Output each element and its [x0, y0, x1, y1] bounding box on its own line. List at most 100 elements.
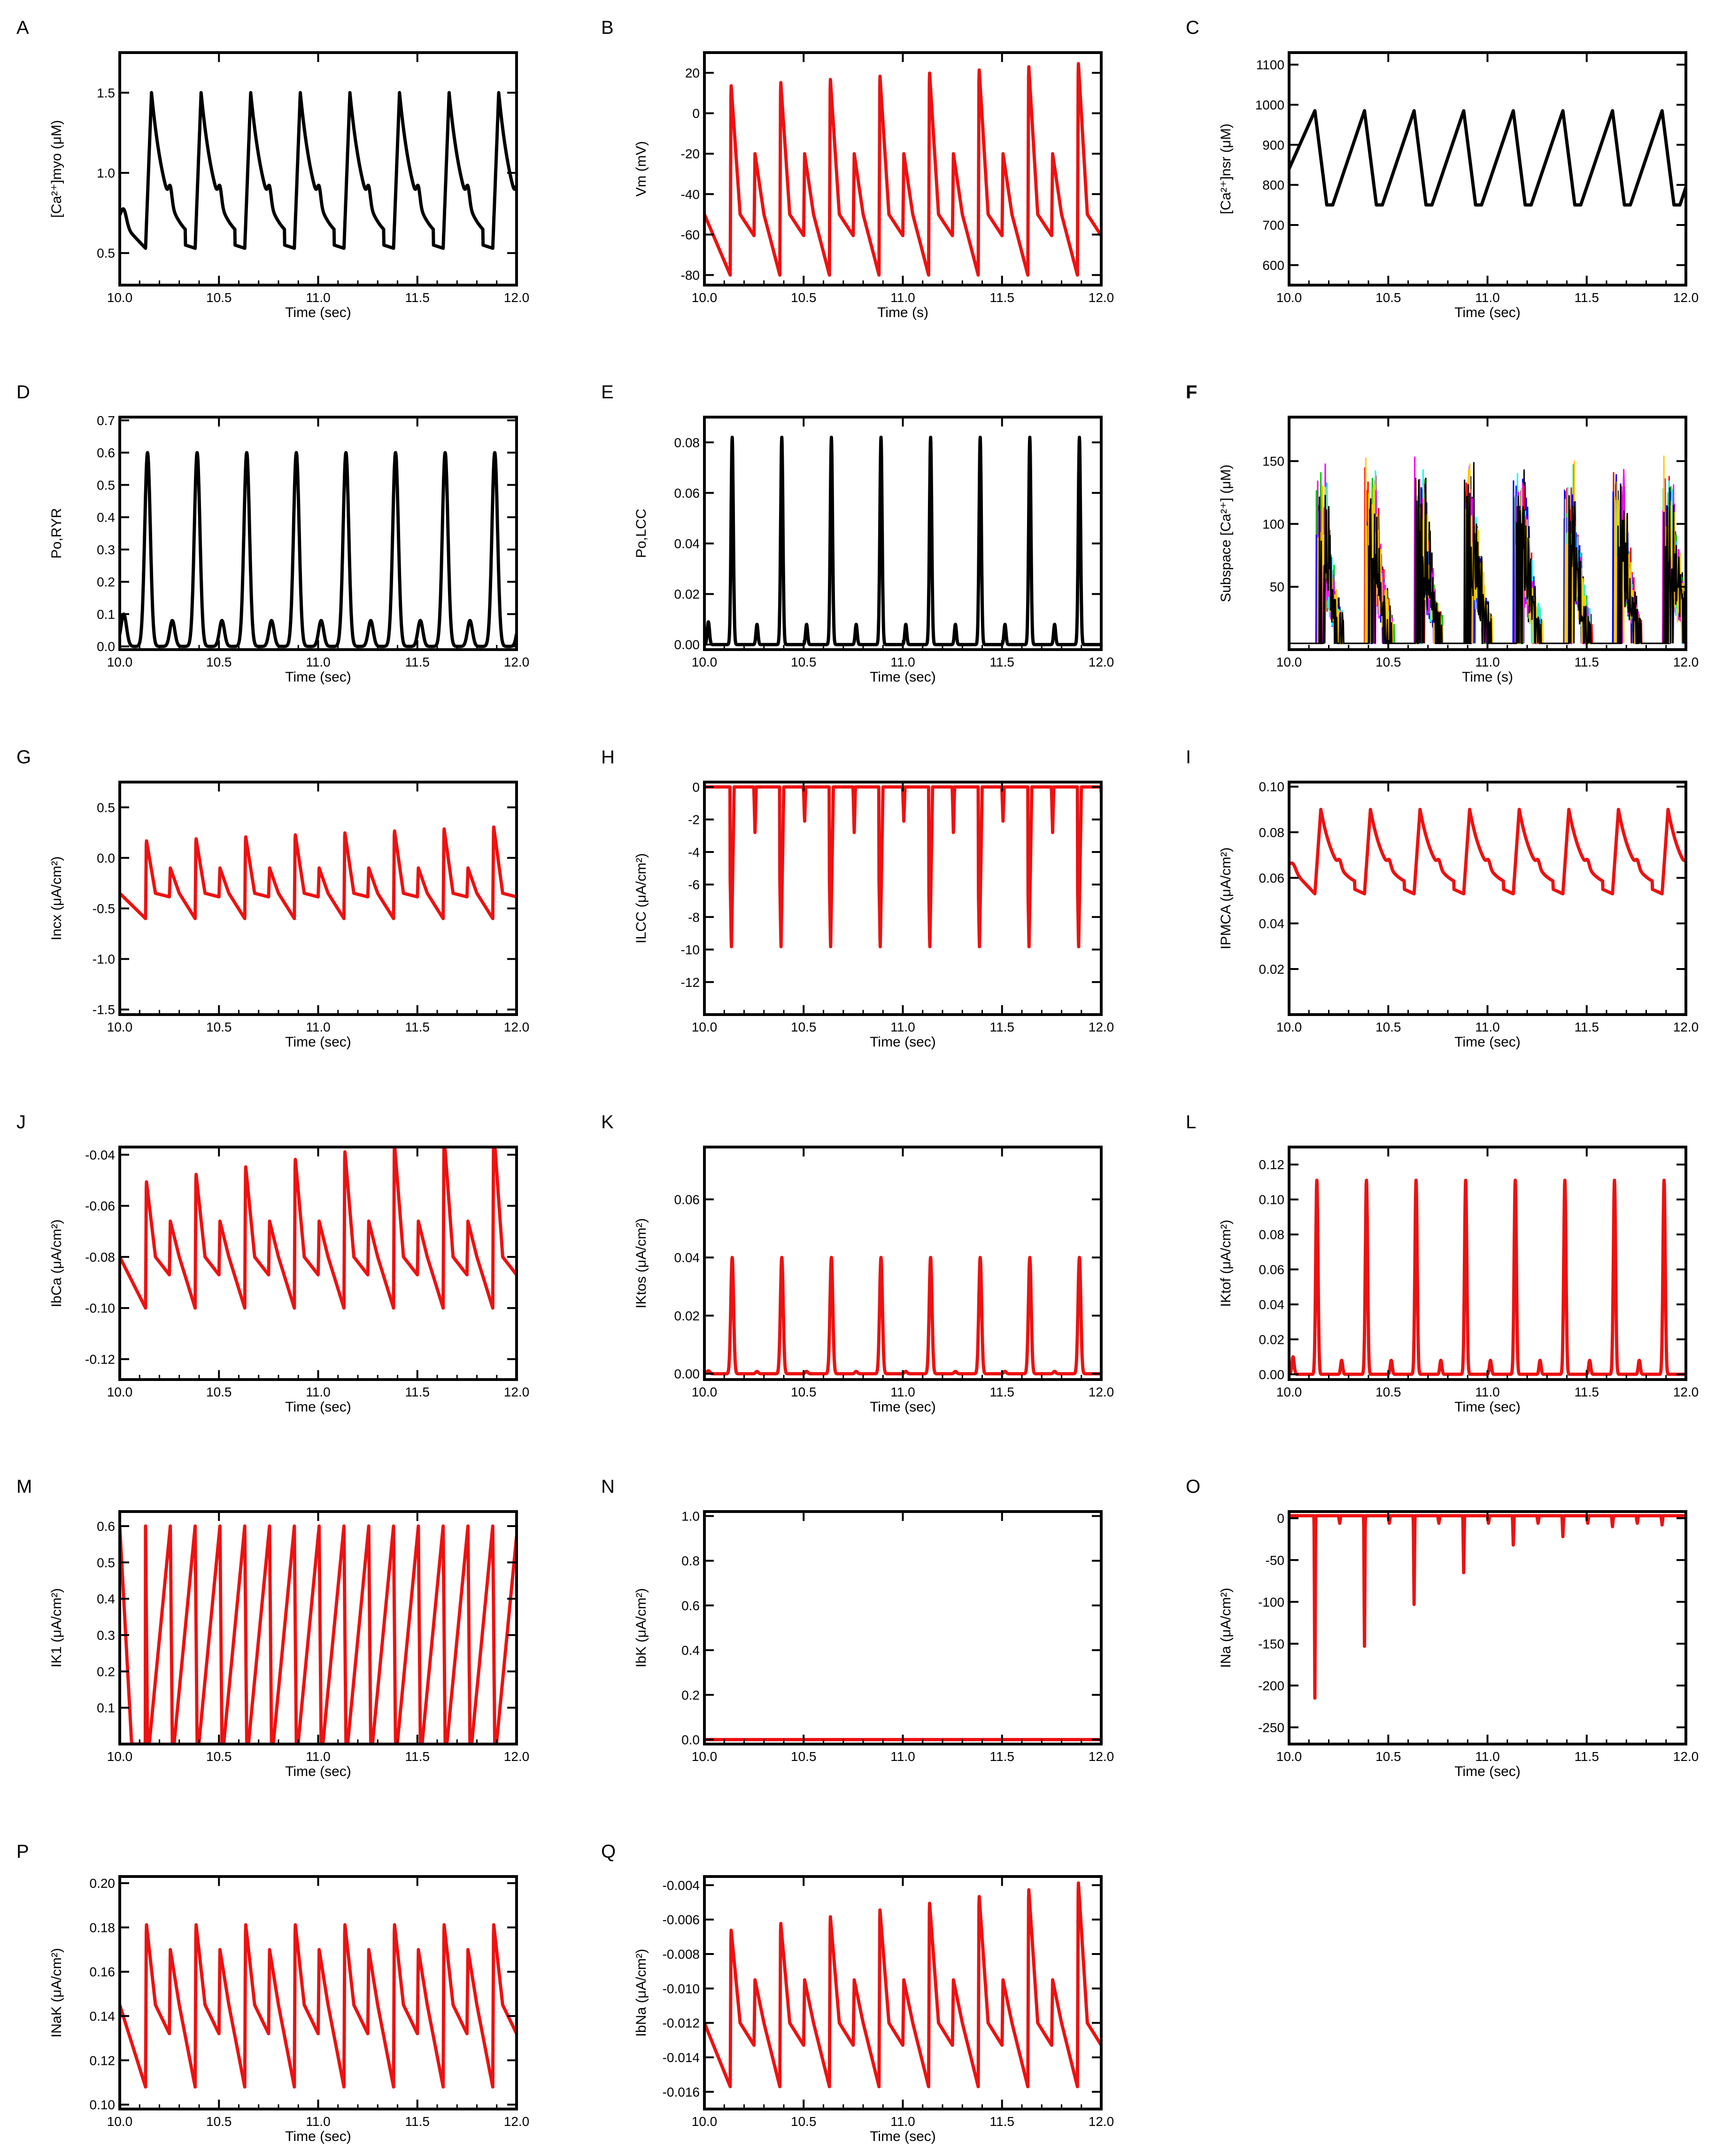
y-tick-label: 0.04	[674, 536, 700, 551]
x-tick-label: 11.0	[1475, 1749, 1499, 1764]
y-tick-label: -60	[681, 227, 700, 242]
panel-k: K 10.0 10.5 11.0 11.5 12.0 0.00 0.02 0.04 0.06 Tim…	[601, 1112, 1114, 1415]
y-tick-label: 0.12	[1259, 1157, 1285, 1172]
panel-m: M 10.0 10.5 11.0 11.5 12.0 0.1 0.2 0.3 0.4 0.5 0.6 T…	[16, 1476, 529, 1779]
panel-a: A 10.0 10.5 11.0 11.5 12.0 0.5 1.0 1.5 Time (sec)…	[16, 17, 529, 320]
y-tick-label: 0.10	[90, 2098, 116, 2112]
y-tick-label: 0.3	[97, 543, 115, 557]
y-axis-label: IbK (μA/cm²)	[634, 1588, 649, 1667]
x-tick-label: 10.0	[107, 290, 133, 305]
y-axis-label: IKtof (μA/cm²)	[1218, 1220, 1234, 1307]
y-axis-label: Incx (μA/cm²)	[49, 856, 64, 940]
x-tick-label: 12.0	[504, 1020, 530, 1034]
y-tick-label: -2	[688, 813, 700, 827]
x-tick-label: 11.0	[1475, 1385, 1499, 1399]
y-tick-label: 0.06	[674, 486, 700, 500]
y-tick-label: 0.1	[97, 607, 115, 621]
x-tick-label: 10.5	[206, 290, 232, 305]
x-tick-label: 11.5	[990, 1385, 1014, 1399]
series-line	[704, 62, 1101, 277]
y-tick-label: -8	[688, 910, 700, 924]
panel-letter: G	[16, 747, 31, 768]
y-tick-label: 0.08	[674, 435, 700, 450]
panel-o: O 10.0 10.5 11.0 11.5 12.0 -250 -200 -150 -100 -50…	[1186, 1476, 1699, 1779]
y-axis-label: [Ca²⁺]nsr (μM)	[1218, 124, 1234, 214]
y-axis-label: [Ca²⁺]myo (μM)	[49, 120, 64, 217]
y-tick-label: 900	[1262, 138, 1284, 152]
series-line	[120, 1923, 517, 2089]
x-axis-label: Time (sec)	[870, 1034, 936, 1050]
panel-letter: E	[601, 382, 614, 403]
plot-frame	[118, 51, 518, 287]
x-tick-label: 12.0	[1089, 1385, 1114, 1399]
y-tick-label: 0.04	[1259, 1297, 1285, 1312]
series-line	[120, 1524, 517, 1744]
x-tick-label: 11.0	[306, 655, 330, 669]
x-tick-label: 10.0	[692, 290, 718, 305]
y-tick-label: -20	[681, 147, 700, 161]
x-tick-label: 11.5	[405, 1020, 430, 1034]
x-tick-label: 12.0	[1673, 1020, 1699, 1034]
x-tick-label: 10.5	[1375, 1385, 1401, 1399]
panel-letter: N	[601, 1476, 615, 1497]
y-tick-label: -1.5	[93, 1002, 115, 1017]
x-tick-label: 10.0	[692, 1749, 718, 1764]
y-tick-label: 0.02	[674, 587, 700, 602]
y-axis-label: Po,LCC	[634, 509, 649, 558]
panel-d: D 10.0 10.5 11.0 11.5 12.0 0.0 0.1 0.2 0.3 0.4 0.5 0…	[16, 382, 529, 685]
y-tick-label: 0.14	[90, 2009, 116, 2024]
x-tick-label: 10.5	[1375, 290, 1401, 305]
panel-q: Q 10.0 10.5 11.0 11.5 12.0 -0.016 -0.014 -0.012 -…	[601, 1841, 1114, 2144]
x-tick-label: 10.5	[206, 655, 232, 669]
y-tick-label: 0.5	[97, 1555, 115, 1570]
x-tick-label: 10.5	[791, 290, 817, 305]
y-axis-label: IKtos (μA/cm²)	[634, 1218, 649, 1308]
panel-f: F 10.0 10.5 11.0 11.5 12.0 50 100 150 Time (s) Sub…	[1186, 382, 1699, 685]
x-axis-label: Time (sec)	[870, 1399, 936, 1415]
panel-l: L 10.0 10.5 11.0 11.5 12.0 0.00 0.02 0.04 0.06 0.0…	[1186, 1112, 1699, 1415]
x-axis-label: Time (sec)	[1454, 1399, 1521, 1415]
y-tick-label: 0.2	[97, 575, 115, 589]
x-axis-label: Time (s)	[877, 305, 928, 320]
x-tick-label: 10.5	[791, 655, 817, 669]
x-tick-label: 10.0	[692, 655, 718, 669]
x-tick-label: 12.0	[1673, 290, 1699, 305]
x-tick-label: 10.5	[206, 1020, 232, 1034]
x-tick-label: 10.0	[1276, 655, 1302, 669]
x-tick-label: 10.0	[107, 1749, 133, 1764]
y-tick-label: 0.4	[97, 510, 115, 525]
series-line	[704, 1256, 1101, 1376]
series-line	[704, 1881, 1101, 2088]
x-tick-label: 12.0	[1673, 1385, 1699, 1399]
x-tick-label: 11.5	[1575, 290, 1599, 305]
y-tick-label: 0.8	[681, 1554, 700, 1568]
y-axis-label: Subspace [Ca²⁺] (μM)	[1218, 465, 1234, 602]
x-tick-label: 11.5	[990, 290, 1014, 305]
x-tick-label: 11.0	[306, 2114, 330, 2129]
x-tick-label: 12.0	[1089, 1020, 1114, 1034]
plot-frame	[1288, 1510, 1687, 1745]
panel-g: G 10.0 10.5 11.0 11.5 12.0 -1.5 -1.0 -0.5 0.0 0.5 T…	[16, 747, 529, 1050]
x-axis-label: Time (sec)	[285, 305, 351, 320]
x-tick-label: 10.0	[1276, 1385, 1302, 1399]
y-tick-label: 0.06	[1259, 1263, 1285, 1277]
y-tick-label: -150	[1258, 1636, 1284, 1651]
y-tick-label: 0.0	[97, 851, 115, 865]
y-tick-label: 0.2	[97, 1664, 115, 1679]
x-tick-label: 11.5	[990, 1749, 1014, 1764]
panel-letter: I	[1186, 747, 1191, 768]
y-tick-label: 150	[1262, 454, 1284, 469]
panel-n: N 10.0 10.5 11.0 11.5 12.0 0.0 0.2 0.4 0.6 0.8 1.0 I…	[601, 1476, 1114, 1764]
x-tick-label: 12.0	[1673, 655, 1699, 669]
panel-letter: C	[1186, 17, 1199, 38]
panel-letter: L	[1186, 1112, 1196, 1132]
y-tick-label: 1.0	[97, 166, 115, 180]
y-tick-label: 100	[1262, 517, 1284, 531]
x-tick-label: 10.5	[1375, 655, 1401, 669]
x-tick-label: 11.0	[306, 290, 330, 305]
y-tick-label: 0.00	[1259, 1367, 1285, 1382]
y-tick-label: 20	[685, 66, 700, 80]
x-tick-label: 11.5	[405, 1385, 430, 1399]
plot-frame	[703, 416, 1103, 651]
y-tick-label: -50	[1266, 1553, 1284, 1567]
